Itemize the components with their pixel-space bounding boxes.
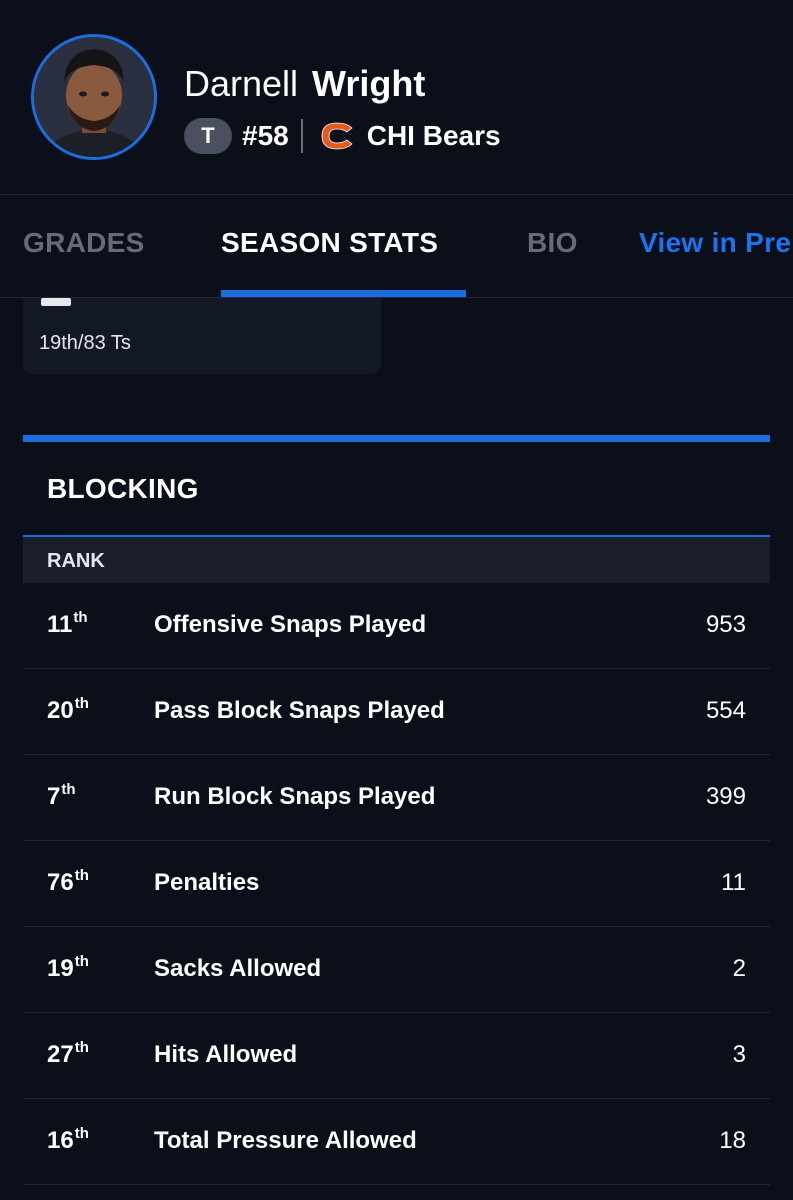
stat-label: Penalties: [154, 869, 260, 896]
stat-row: 11th Offensive Snaps Played 953: [23, 583, 770, 669]
rank-number: 11: [47, 611, 73, 638]
stat-rank: 11th: [47, 609, 88, 639]
tab-season-stats[interactable]: SEASON STATS: [221, 227, 439, 258]
player-last-name: Wright: [312, 63, 426, 104]
player-avatar: [31, 34, 157, 160]
player-name: Darnell Wright: [184, 62, 425, 106]
stat-rank: 7th: [47, 781, 76, 811]
stat-value: 3: [732, 1041, 746, 1068]
active-tab-indicator: [221, 290, 466, 297]
rank-suffix: th: [74, 1039, 89, 1056]
jersey-number: #58: [242, 120, 289, 151]
rank-number: 27: [47, 1041, 74, 1068]
blocking-stats-table: 11th Offensive Snaps Played 953 20th Pas…: [23, 583, 770, 1185]
section-accent-bar: [23, 435, 770, 442]
stat-rank: 16th: [47, 1125, 89, 1155]
player-photo: [34, 37, 154, 157]
meta-separator: [300, 119, 303, 153]
team-name[interactable]: CHI Bears: [366, 120, 501, 151]
stat-rank: 20th: [47, 695, 89, 725]
grade-value-fragment: [41, 298, 71, 306]
view-in-premium-link[interactable]: View in Pre: [639, 227, 792, 258]
player-meta: T #58 CHI Bears: [184, 116, 501, 156]
rank-suffix: th: [61, 781, 76, 798]
stat-value: 11: [721, 869, 746, 896]
stat-label: Run Block Snaps Played: [154, 783, 436, 810]
rank-suffix: th: [74, 1125, 89, 1142]
rank-number: 20: [47, 697, 74, 724]
stat-value: 399: [705, 783, 746, 810]
stat-rank: 19th: [47, 953, 89, 983]
position-badge: T: [184, 118, 232, 154]
rank-suffix: th: [74, 953, 89, 970]
stat-row: 7th Run Block Snaps Played 399: [23, 755, 770, 841]
stat-row: 20th Pass Block Snaps Played 554: [23, 669, 770, 755]
player-first-name: Darnell: [184, 63, 299, 104]
stat-value: 953: [705, 611, 746, 638]
grade-card[interactable]: 19th/83 Ts: [23, 298, 381, 374]
stat-row: 27th Hits Allowed 3: [23, 1013, 770, 1099]
stat-value: 2: [732, 955, 746, 982]
rank-number: 7: [47, 783, 61, 810]
rank-suffix: th: [73, 609, 88, 626]
rank-column-header: RANK: [23, 537, 770, 583]
tab-bio[interactable]: BIO: [527, 227, 578, 258]
stat-row: 76th Penalties 11: [23, 841, 770, 927]
tab-grades[interactable]: GRADES: [23, 227, 145, 258]
section-divider: [23, 535, 770, 537]
rank-suffix: th: [74, 867, 89, 884]
header-divider: [0, 194, 793, 195]
player-header: Darnell Wright T #58 CHI Bears: [0, 0, 793, 194]
stat-value: 18: [719, 1127, 746, 1154]
rank-number: 19: [47, 955, 74, 982]
tab-bar: GRADES SEASON STATS BIO View in Pre: [0, 195, 793, 298]
rank-number: 16: [47, 1127, 74, 1154]
stat-label: Hits Allowed: [154, 1041, 298, 1068]
rank-number: 76: [47, 869, 74, 896]
stat-label: Sacks Allowed: [154, 955, 322, 982]
bears-logo-icon: [321, 122, 353, 150]
tabs-divider: [0, 297, 793, 298]
grade-rank: 19th/83 Ts: [39, 332, 131, 354]
rank-header-label: RANK: [47, 550, 105, 572]
stat-value: 554: [705, 697, 746, 724]
stat-label: Total Pressure Allowed: [154, 1127, 417, 1154]
stat-rank: 76th: [47, 867, 89, 897]
stat-label: Offensive Snaps Played: [154, 611, 427, 638]
stat-rank: 27th: [47, 1039, 89, 1069]
rank-suffix: th: [74, 695, 89, 712]
stat-label: Pass Block Snaps Played: [154, 697, 445, 724]
stat-row: 19th Sacks Allowed 2: [23, 927, 770, 1013]
section-title: BLOCKING: [47, 473, 199, 504]
stat-row: 16th Total Pressure Allowed 18: [23, 1099, 770, 1185]
